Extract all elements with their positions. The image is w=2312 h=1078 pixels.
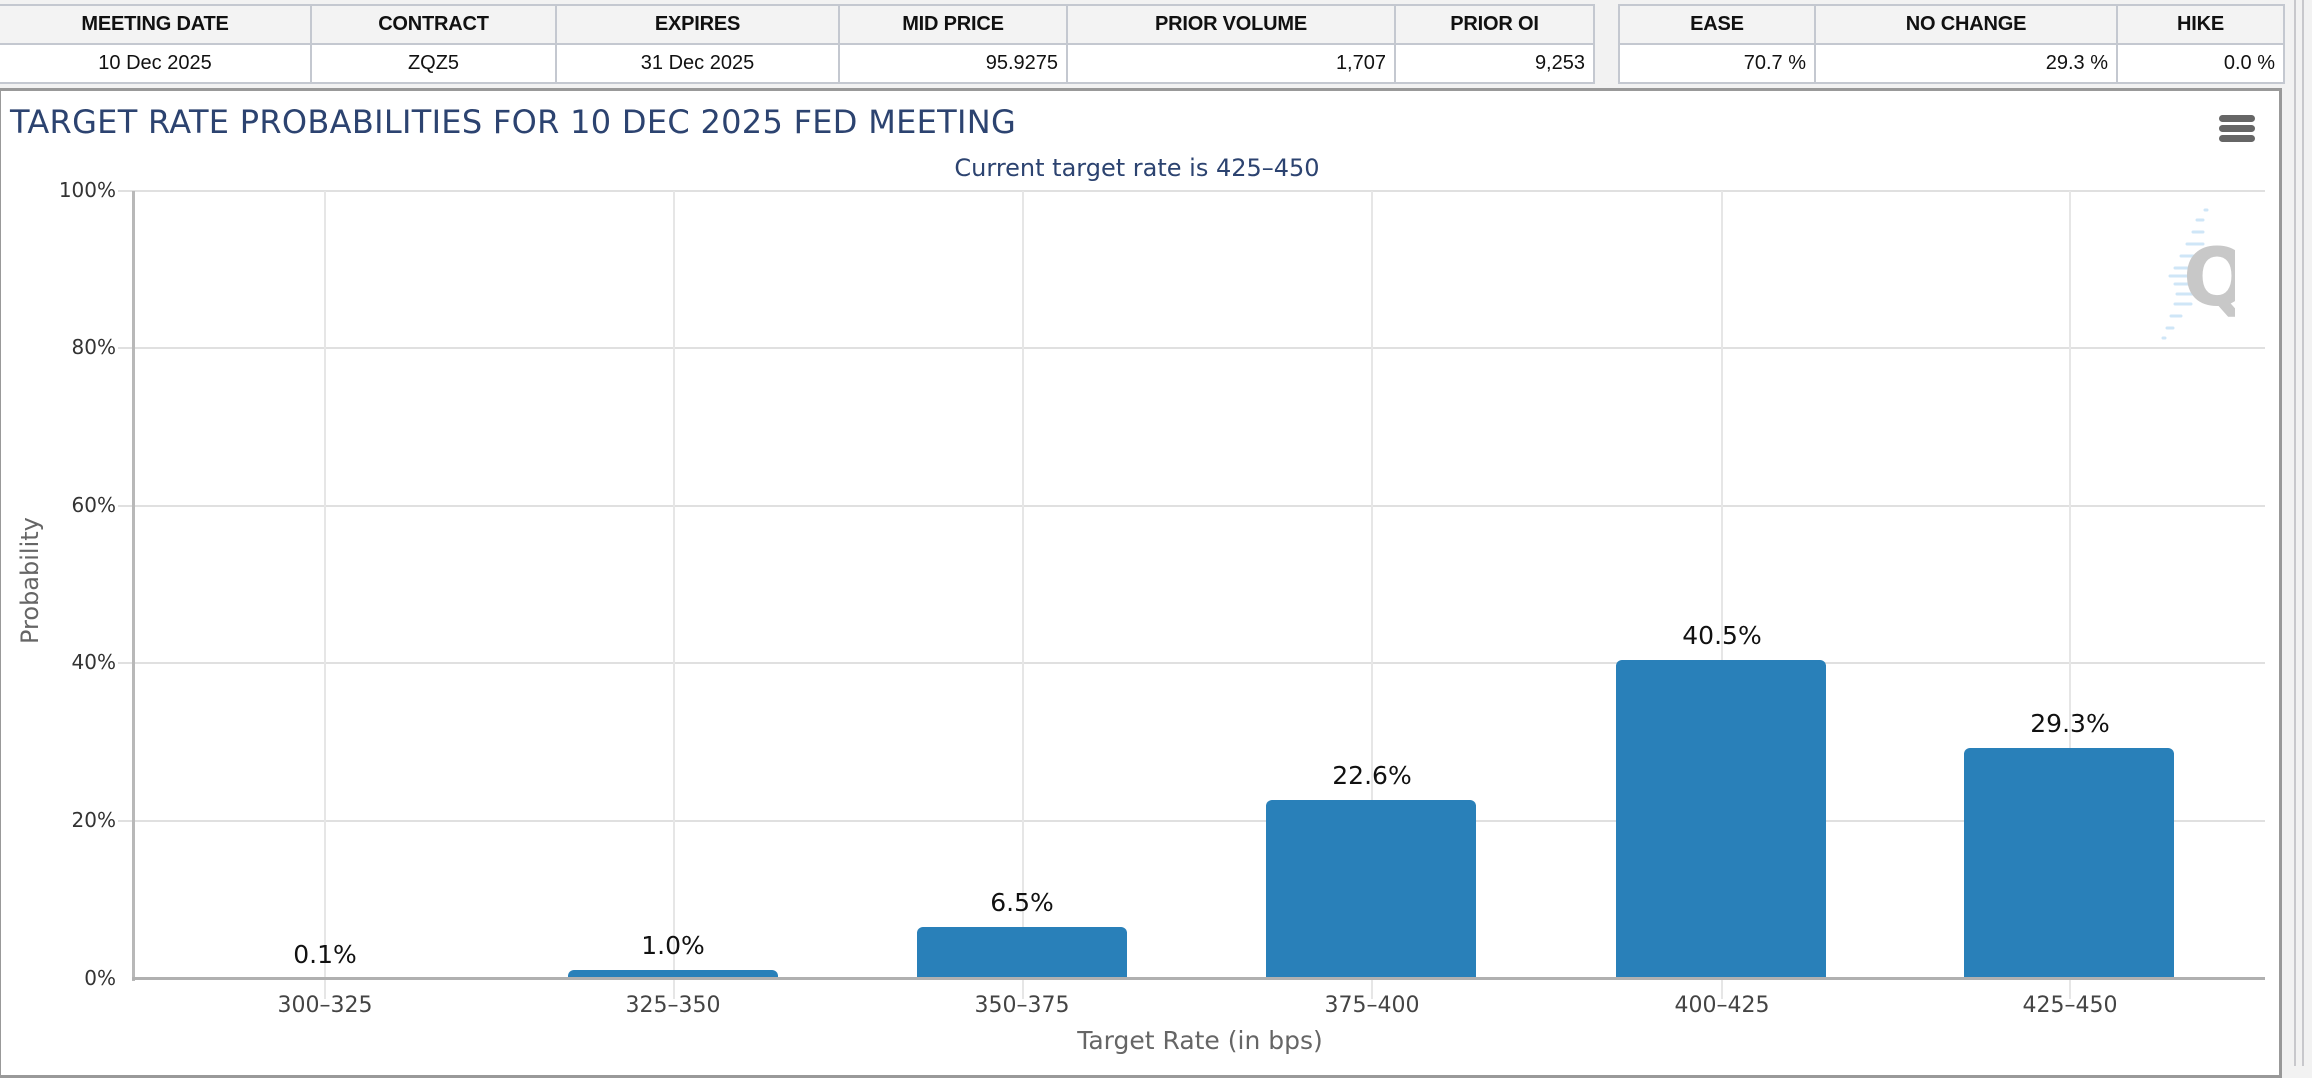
y-tick-label: 0% <box>84 966 116 990</box>
bar-400-425[interactable] <box>1616 660 1826 979</box>
column-header-mid-price: MID PRICE <box>838 4 1068 45</box>
scrollbar-track-edge <box>2294 0 2296 1066</box>
bar-425-450[interactable] <box>1964 748 2174 979</box>
bar-value-label: 40.5% <box>1682 621 1762 650</box>
bar-value-label: 29.3% <box>2030 709 2110 738</box>
prior-volume-cell: 1,707 <box>1066 43 1396 84</box>
q-logo-icon: Q <box>2135 200 2251 350</box>
column-header-no-change: NO CHANGE <box>1814 4 2118 45</box>
gridline-vertical <box>1721 191 1723 999</box>
y-tick-label: 80% <box>71 335 116 359</box>
gridline-vertical <box>324 191 326 999</box>
x-tick-label: 300–325 <box>277 993 373 1018</box>
bar-value-label: 22.6% <box>1332 761 1412 790</box>
ease-cell: 70.7 % <box>1618 43 1816 84</box>
bar-350-375[interactable] <box>917 927 1127 979</box>
column-header-ease: EASE <box>1618 4 1816 45</box>
column-header-hike: HIKE <box>2116 4 2285 45</box>
gridline-60 <box>118 505 2265 507</box>
x-tick-label: 425–450 <box>2022 993 2118 1018</box>
x-tick-label: 400–425 <box>1674 993 1770 1018</box>
gridline-vertical <box>1022 191 1024 999</box>
table-row: 10 Dec 2025 ZQZ5 31 Dec 2025 95.9275 1,7… <box>0 43 1595 84</box>
table-row: 70.7 % 29.3 % 0.0 % <box>1618 43 2285 84</box>
meeting-date-cell: 10 Dec 2025 <box>0 43 312 84</box>
bar-375-400[interactable] <box>1266 800 1476 979</box>
table-header-row: EASE NO CHANGE HIKE <box>1618 4 2285 45</box>
chart-subtitle: Current target rate is 425–450 <box>954 154 1320 182</box>
x-tick-label: 350–375 <box>974 993 1070 1018</box>
x-tick-label: 375–400 <box>1324 993 1420 1018</box>
y-tick-label: 20% <box>71 808 116 832</box>
gridline-vertical <box>1371 191 1373 999</box>
bar-325-350[interactable] <box>568 970 778 979</box>
meeting-summary-table: MEETING DATE CONTRACT EXPIRES MID PRICE … <box>0 4 1595 84</box>
bar-value-label: 6.5% <box>990 888 1054 917</box>
y-tick-label: 60% <box>71 493 116 517</box>
hike-cell: 0.0 % <box>2116 43 2285 84</box>
gridline-100 <box>118 190 2265 192</box>
y-tick-label: 100% <box>58 178 116 202</box>
bar-value-label: 0.1% <box>293 940 357 969</box>
expires-cell: 31 Dec 2025 <box>555 43 840 84</box>
column-header-prior-oi: PRIOR OI <box>1394 4 1595 45</box>
column-header-contract: CONTRACT <box>310 4 557 45</box>
column-header-meeting-date: MEETING DATE <box>0 4 312 45</box>
mid-price-cell: 95.9275 <box>838 43 1068 84</box>
no-change-cell: 29.3 % <box>1814 43 2118 84</box>
bar-value-label: 1.0% <box>641 931 705 960</box>
gridline-vertical <box>673 191 675 999</box>
y-tick-label: 40% <box>71 650 116 674</box>
y-axis-line <box>132 191 135 981</box>
probability-summary-table: EASE NO CHANGE HIKE 70.7 % 29.3 % 0.0 % <box>1618 4 2285 84</box>
scrollbar-track-edge <box>2302 0 2304 1066</box>
table-header-row: MEETING DATE CONTRACT EXPIRES MID PRICE … <box>0 4 1595 45</box>
prior-oi-cell: 9,253 <box>1394 43 1595 84</box>
x-tick-label: 325–350 <box>625 993 721 1018</box>
column-header-expires: EXPIRES <box>555 4 840 45</box>
x-axis-title: Target Rate (in bps) <box>1077 1026 1323 1055</box>
gridline-40 <box>118 662 2265 664</box>
column-header-prior-volume: PRIOR VOLUME <box>1066 4 1396 45</box>
svg-text:Q: Q <box>2183 231 2235 324</box>
y-axis-title: Probability <box>16 517 44 644</box>
x-axis-line <box>132 977 2265 980</box>
chart-panel <box>0 88 2282 1078</box>
chart-title: TARGET RATE PROBABILITIES FOR 10 DEC 202… <box>10 103 1017 141</box>
hamburger-menu-icon[interactable] <box>2219 115 2255 145</box>
gridline-vertical <box>2069 191 2071 999</box>
contract-cell: ZQZ5 <box>310 43 557 84</box>
gridline-80 <box>118 347 2265 349</box>
gridline-20 <box>118 820 2265 822</box>
